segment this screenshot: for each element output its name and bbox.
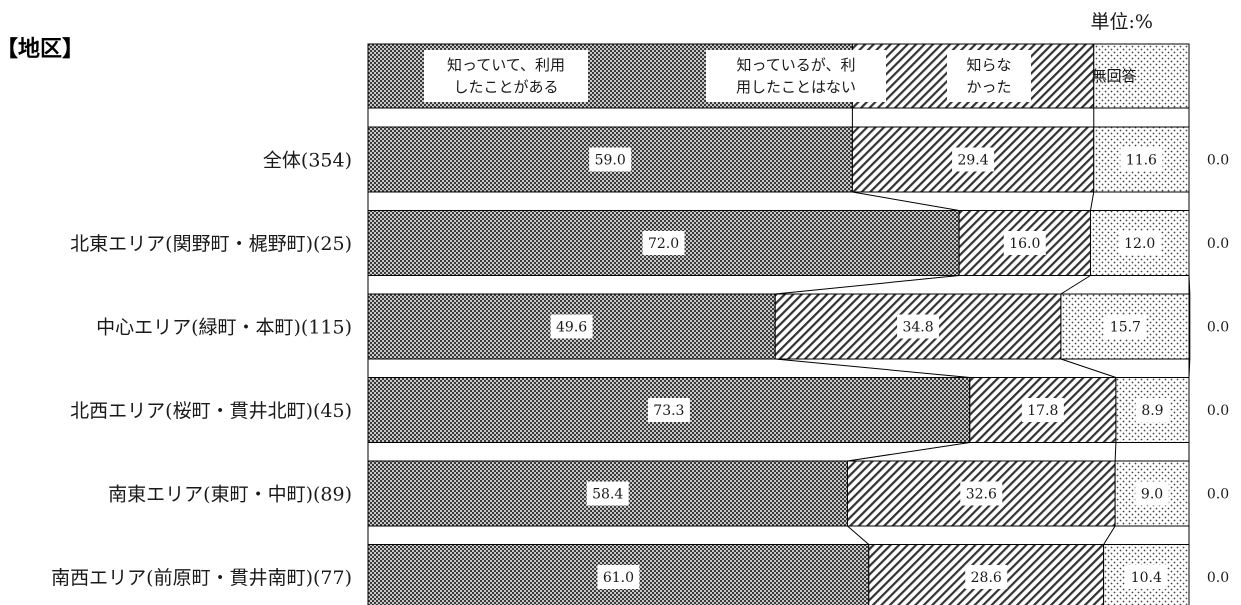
value-label: 0.0 bbox=[1207, 236, 1229, 252]
legend-label: 用したことはない bbox=[736, 78, 856, 96]
value-label: 61.0 bbox=[603, 570, 634, 586]
value-label-bg bbox=[952, 147, 995, 172]
category-label: 南西エリア(前原町・貫井南町)(77) bbox=[51, 567, 352, 589]
value-label: 17.8 bbox=[1027, 403, 1058, 419]
value-label-bg bbox=[1125, 565, 1168, 589]
legend-label: 知らな bbox=[966, 56, 1011, 74]
value-label-bg bbox=[586, 481, 629, 506]
value-label-bg bbox=[642, 231, 685, 255]
value-label-bg bbox=[960, 481, 1003, 506]
value-label-bg bbox=[1003, 231, 1046, 255]
legend-label-bg bbox=[947, 50, 1031, 102]
legend-label: 無回答 bbox=[1091, 67, 1136, 85]
value-label: 58.4 bbox=[592, 487, 623, 503]
value-label: 59.0 bbox=[595, 153, 626, 169]
value-label: 10.4 bbox=[1131, 570, 1162, 586]
value-label-bg bbox=[897, 314, 940, 339]
value-label-bg bbox=[965, 565, 1008, 589]
legend-label: かった bbox=[966, 78, 1011, 96]
connector-line bbox=[847, 442, 970, 462]
value-label-bg bbox=[1135, 398, 1170, 422]
value-label-bg bbox=[647, 398, 690, 422]
value-label-bg bbox=[1104, 314, 1147, 339]
legend-swatch bbox=[1093, 43, 1190, 109]
connector-line bbox=[852, 191, 960, 211]
connector-line bbox=[775, 275, 960, 295]
value-label: 0.0 bbox=[1207, 403, 1229, 419]
legend-label-bg bbox=[424, 50, 588, 102]
value-label: 73.3 bbox=[653, 403, 684, 419]
connector-line bbox=[1060, 275, 1091, 295]
legend-label: 知っていて、利用 bbox=[447, 56, 565, 74]
value-label: 0.0 bbox=[1207, 153, 1229, 169]
legend-label-bg bbox=[706, 50, 886, 102]
connector-line bbox=[1103, 525, 1116, 545]
connector-line bbox=[1089, 191, 1095, 211]
value-label: 11.6 bbox=[1126, 153, 1157, 169]
category-label: 全体(354) bbox=[263, 150, 352, 172]
category-label: 中心エリア(緑町・本町)(115) bbox=[96, 317, 352, 339]
value-label: 9.0 bbox=[1141, 487, 1163, 503]
value-label-bg bbox=[1135, 481, 1169, 506]
section-label: 【地区】 bbox=[0, 37, 84, 62]
value-label: 16.0 bbox=[1009, 236, 1040, 252]
category-label: 北西エリア(桜町・貫井北町)(45) bbox=[70, 400, 352, 422]
value-label-bg bbox=[1120, 147, 1163, 172]
connector-line bbox=[1060, 358, 1117, 378]
value-label: 32.6 bbox=[966, 487, 997, 503]
value-label-bg bbox=[1118, 231, 1161, 255]
value-label: 28.6 bbox=[971, 570, 1002, 586]
value-label-bg bbox=[550, 314, 593, 339]
value-label-bg bbox=[597, 565, 640, 589]
value-label: 12.0 bbox=[1124, 236, 1155, 252]
connector-line bbox=[847, 525, 870, 545]
value-label: 29.4 bbox=[957, 153, 988, 169]
legend-label: したことがある bbox=[453, 78, 558, 96]
value-label: 0.0 bbox=[1207, 487, 1229, 503]
unit-label: 単位:% bbox=[1091, 11, 1153, 33]
value-label: 8.9 bbox=[1141, 403, 1163, 419]
value-label-bg bbox=[1021, 398, 1064, 422]
category-label: 北東エリア(関野町・梶野町)(25) bbox=[70, 233, 352, 255]
bar-segment bbox=[367, 293, 776, 360]
value-label: 72.0 bbox=[648, 236, 679, 252]
value-label: 15.7 bbox=[1110, 320, 1141, 336]
value-label: 34.8 bbox=[902, 320, 933, 336]
legend-label: 知っているが、利 bbox=[737, 56, 856, 74]
value-label: 49.6 bbox=[556, 320, 587, 336]
category-label: 南東エリア(東町・中町)(89) bbox=[108, 484, 352, 506]
value-label: 0.0 bbox=[1207, 570, 1229, 586]
value-label-bg bbox=[589, 147, 632, 172]
connector-line bbox=[775, 358, 970, 378]
value-label: 0.0 bbox=[1207, 320, 1229, 336]
connector-line bbox=[1114, 442, 1117, 462]
plot-area: 全体(354) 59.0 29.4 11.6 0.0 北東エリア(関野町・梶野町)(25)… bbox=[51, 108, 1229, 605]
